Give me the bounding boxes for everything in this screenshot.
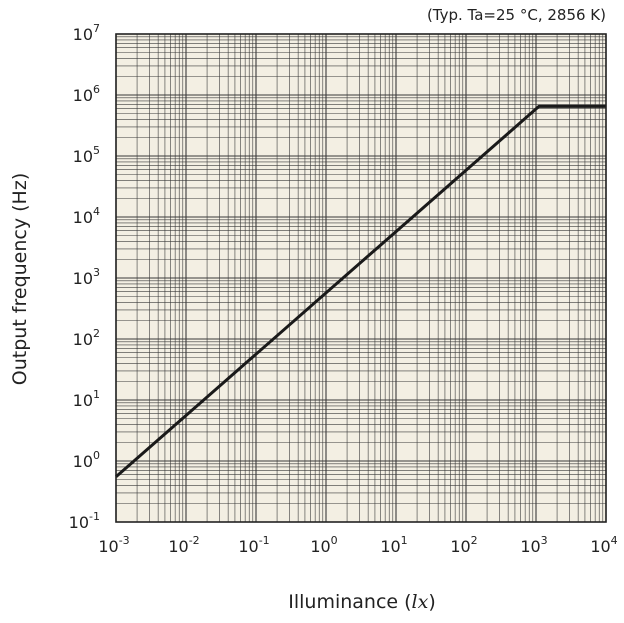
x-tick-label: 100	[310, 534, 337, 556]
y-tick-label: 10-1	[69, 510, 100, 532]
y-tick-label: 102	[73, 327, 100, 349]
plot-frame	[115, 33, 607, 523]
x-tick-label: 102	[450, 534, 477, 556]
y-axis-title: Output frequency (Hz)	[9, 173, 31, 385]
y-tick-label: 101	[73, 388, 100, 410]
y-tick-label: 107	[73, 22, 100, 44]
x-tick-label: 10-2	[168, 534, 199, 556]
y-tick-labels: 10-1 100 101 102 103 104 105 106 107	[69, 22, 100, 532]
x-tick-label: 10-3	[98, 534, 129, 556]
x-tick-labels: 10-3 10-2 10-1 100 101 102 103 104	[98, 534, 617, 556]
y-tick-label: 105	[73, 144, 100, 166]
y-tick-label: 106	[73, 83, 100, 105]
x-axis-title: Illuminance (lx)	[288, 591, 436, 613]
series-line	[115, 104, 606, 478]
x-tick-label: 104	[590, 534, 617, 556]
y-tick-label: 104	[73, 205, 100, 227]
y-tick-label: 100	[73, 449, 100, 471]
y-tick-label: 103	[73, 266, 100, 288]
chart-annotation: (Typ. Ta=25 °C, 2856 K)	[427, 6, 606, 24]
x-tick-label: 101	[380, 534, 407, 556]
x-tick-label: 103	[520, 534, 547, 556]
x-axis-unit: lx	[412, 591, 429, 613]
x-tick-label: 10-1	[238, 534, 269, 556]
